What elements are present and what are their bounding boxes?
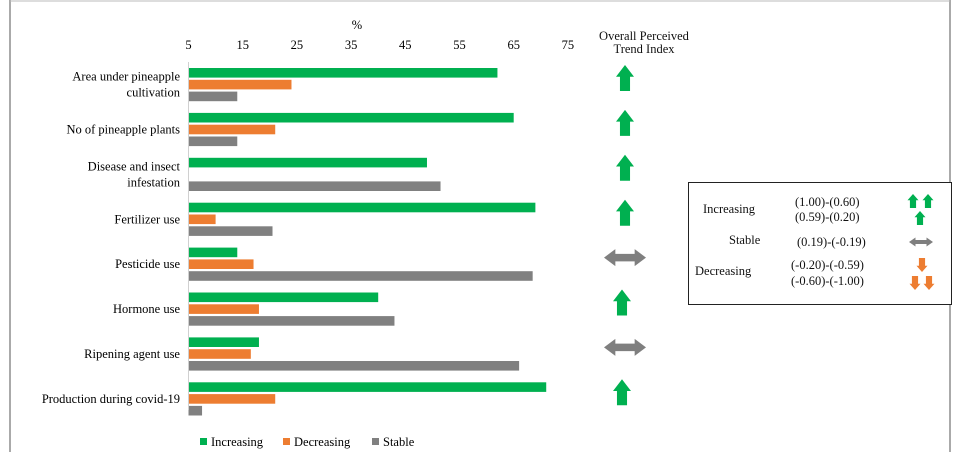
category-label: Ripening agent use: [84, 347, 180, 361]
down-arrow-icon: [916, 258, 928, 272]
down-arrow-icon: [923, 276, 935, 290]
legend-swatch-stable: [372, 438, 379, 445]
x-axis-label: %: [352, 18, 362, 32]
bar-decreasing: [188, 124, 276, 135]
x-tick-label: 15: [236, 38, 249, 52]
legend-icons: [907, 194, 935, 290]
bar-decreasing: [188, 349, 251, 359]
legend-range: (0.59)-(0.20): [795, 210, 860, 224]
bar-decreasing: [188, 394, 276, 404]
category-label: Hormone use: [113, 302, 180, 316]
up-arrow-icon: [616, 109, 634, 136]
bar-increasing: [188, 68, 498, 78]
up-arrow-icon: [914, 211, 926, 225]
trend-index-legend: Increasing (1.00)-(0.60) (0.59)-(0.20) S…: [688, 182, 952, 305]
category-label: Area under pineapple: [72, 70, 180, 84]
up-arrow-icon: [616, 154, 634, 181]
bar-stable: [188, 271, 533, 281]
left-right-arrow-icon: [909, 237, 933, 247]
down-arrow-icon: [909, 276, 921, 290]
bar-stable: [188, 405, 203, 416]
x-tick-label: 35: [345, 38, 358, 52]
up-arrow-icon: [907, 194, 919, 208]
legend-swatch-increasing: [200, 438, 207, 445]
bar-decreasing: [188, 79, 292, 90]
bar-increasing: [188, 247, 238, 258]
category-labels: Area under pineapple cultivation No of pin…: [42, 70, 181, 406]
category-label: Fertilizer use: [114, 212, 180, 226]
category-label: No of pineapple plants: [66, 123, 180, 137]
legend-label-stable: Stable: [383, 435, 415, 449]
bar-increasing: [188, 382, 547, 392]
x-tick-label: 5: [185, 38, 191, 52]
up-arrow-icon: [616, 199, 634, 226]
legend-range: (1.00)-(0.60): [795, 195, 860, 209]
trend-arrows: [604, 65, 646, 406]
bar-increasing: [188, 112, 514, 123]
up-arrow-icon: [922, 194, 934, 208]
left-right-arrow-icon: [604, 338, 646, 356]
bar-increasing: [188, 157, 427, 168]
legend-swatch-decreasing: [283, 438, 290, 445]
legend-group-stable: Stable: [729, 233, 761, 247]
bar-decreasing: [188, 304, 259, 314]
left-right-arrow-icon: [604, 249, 646, 267]
bar-stable: [188, 361, 520, 371]
bar-increasing: [188, 202, 536, 213]
bar-increasing: [188, 337, 259, 347]
legend-label-increasing: Increasing: [211, 435, 264, 449]
legend-group-increasing: Increasing: [703, 202, 756, 216]
category-label: infestation: [127, 175, 181, 189]
x-tick-label: 25: [291, 38, 304, 52]
trend-title-line: Trend Index: [613, 42, 675, 56]
trend-title-line: Overall Perceived: [599, 29, 689, 43]
bar-increasing: [188, 292, 379, 303]
legend-range: (0.19)-(-0.19): [797, 235, 866, 249]
trend-index-title: Overall Perceived Trend Index: [580, 30, 708, 56]
legend-group-decreasing: Decreasing: [695, 264, 752, 278]
category-label: cultivation: [127, 86, 181, 100]
x-tick-label: 45: [399, 38, 412, 52]
up-arrow-icon: [616, 65, 634, 91]
up-arrow-icon: [613, 379, 631, 406]
legend-range: (-0.60)-(-1.00): [791, 274, 864, 288]
legend-range: (-0.20)-(-0.59): [791, 258, 864, 272]
up-arrow-icon: [613, 289, 631, 316]
series-legend: Increasing Decreasing Stable: [200, 435, 415, 449]
category-label: Disease and insect: [88, 159, 181, 173]
bars: [188, 68, 547, 416]
category-label: Pesticide use: [115, 257, 180, 271]
category-label: Production during covid-19: [42, 392, 180, 406]
bar-decreasing: [188, 214, 216, 225]
bar-stable: [188, 181, 441, 191]
bar-stable: [188, 316, 395, 326]
x-axis-ticks: 5 15 25 35 45 55 65 75: [185, 38, 574, 52]
x-tick-label: 75: [562, 38, 575, 52]
bar-stable: [188, 136, 238, 147]
bar-stable: [188, 226, 273, 236]
x-tick-label: 55: [453, 38, 466, 52]
legend-label-decreasing: Decreasing: [294, 435, 351, 449]
x-tick-label: 65: [507, 38, 520, 52]
bar-decreasing: [188, 259, 254, 269]
bar-stable: [188, 91, 238, 102]
